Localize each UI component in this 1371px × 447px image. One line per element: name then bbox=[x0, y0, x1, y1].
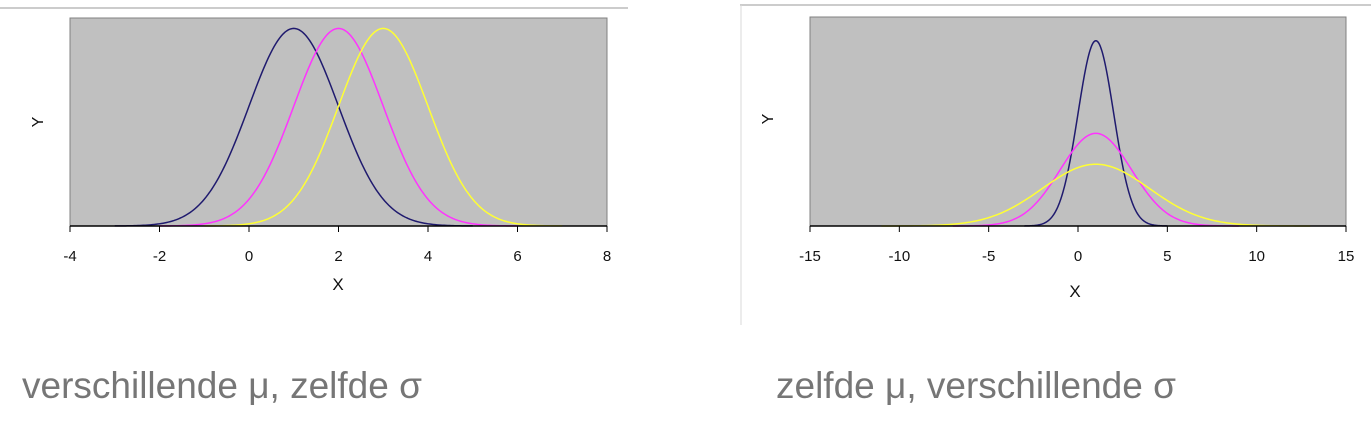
series-line-2 bbox=[159, 27, 518, 227]
x-tick-label: 0 bbox=[1074, 248, 1082, 265]
series-line-1 bbox=[114, 27, 473, 227]
x-tick-label: 5 bbox=[1163, 248, 1171, 265]
x-tick-label: 15 bbox=[1338, 248, 1355, 265]
series-line-1 bbox=[1024, 39, 1168, 227]
chart-left: -4 -2 0 2 4 6 8 X Y bbox=[0, 0, 640, 320]
x-ticks-group: -15 -10 -5 0 5 10 15 bbox=[799, 226, 1354, 265]
chart-right: -15 -10 -5 0 5 10 15 X Y bbox=[740, 0, 1371, 325]
series-group bbox=[114, 27, 563, 227]
caption-left: verschillende μ, zelfde σ bbox=[22, 365, 422, 406]
series-line-2 bbox=[952, 132, 1239, 227]
series-line-3 bbox=[881, 163, 1311, 227]
chart-left-svg: -4 -2 0 2 4 6 8 X Y bbox=[0, 7, 628, 294]
x-tick-label: -15 bbox=[799, 248, 821, 265]
x-tick-label: 10 bbox=[1248, 248, 1265, 265]
x-axis-label: X bbox=[1069, 282, 1080, 301]
x-tick-label: 6 bbox=[513, 248, 521, 265]
plot-area bbox=[69, 17, 608, 227]
y-axis-label: Y bbox=[30, 116, 47, 127]
x-tick-label: 8 bbox=[603, 248, 611, 265]
x-tick-label: 2 bbox=[334, 248, 342, 265]
caption-right: zelfde μ, verschillende σ bbox=[776, 365, 1176, 406]
chart-right-svg: -15 -10 -5 0 5 10 15 X Y bbox=[740, 4, 1371, 325]
x-tick-label: -10 bbox=[888, 248, 910, 265]
x-ticks-group: -4 -2 0 2 4 6 8 bbox=[63, 226, 611, 265]
y-axis-label: Y bbox=[760, 113, 777, 124]
x-tick-label: -4 bbox=[63, 248, 76, 265]
x-tick-label: -2 bbox=[153, 248, 166, 265]
x-tick-label: -5 bbox=[982, 248, 995, 265]
plot-area bbox=[809, 16, 1347, 227]
series-line-3 bbox=[204, 27, 563, 227]
x-axis-label: X bbox=[332, 275, 343, 294]
x-tick-label: 0 bbox=[245, 248, 253, 265]
x-tick-label: 4 bbox=[424, 248, 432, 265]
series-group bbox=[881, 39, 1311, 227]
